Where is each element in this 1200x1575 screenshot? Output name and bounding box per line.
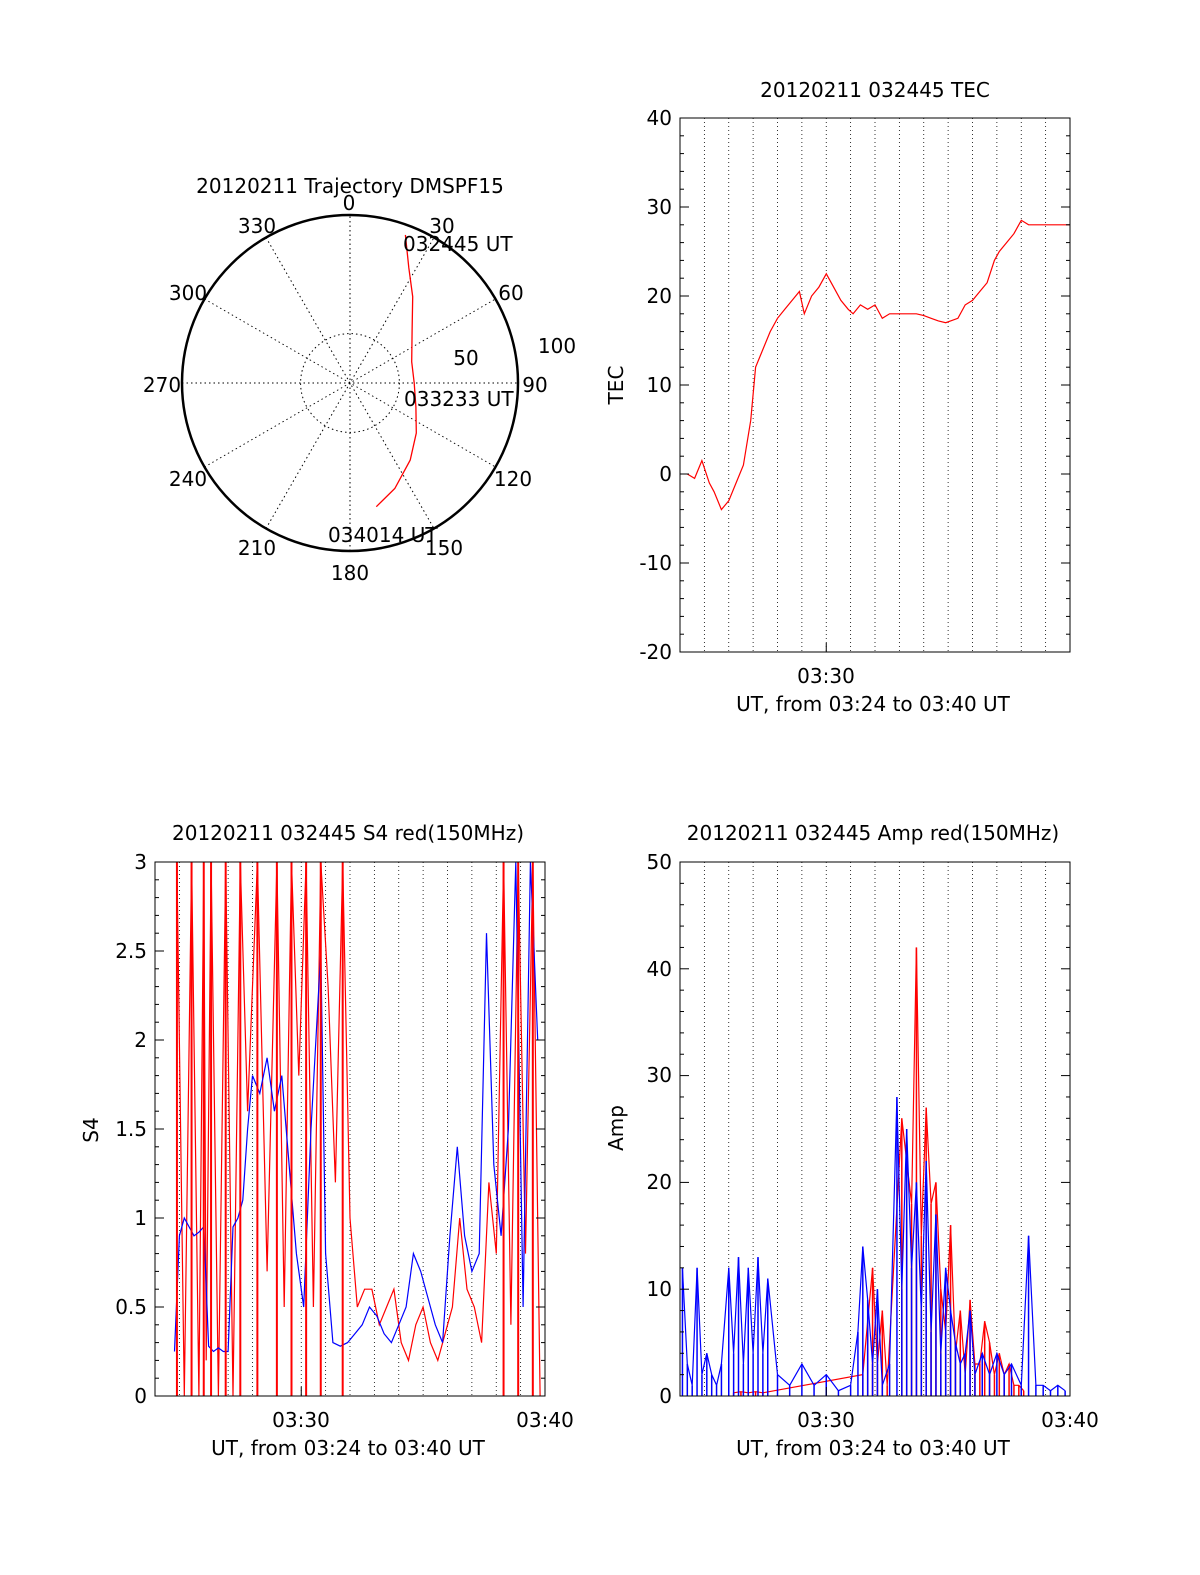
polar-trajectory-chart: 20120211 Trajectory DMSPF15 0 30 60 90 1… <box>143 174 576 585</box>
y-tick-label: 40 <box>647 957 672 981</box>
y-tick-label: 2.5 <box>115 939 147 963</box>
s4-y-axis-label: S4 <box>79 1117 103 1142</box>
tec-y-tick-labels: -20 -10 0 10 20 30 40 <box>639 106 672 664</box>
y-tick-label: 40 <box>647 106 672 130</box>
x-tick-label: 03:30 <box>797 1408 855 1432</box>
x-tick-label: 03:40 <box>516 1408 574 1432</box>
y-tick-label: 20 <box>647 284 672 308</box>
tec-chart: 20120211 032445 TEC -20 -10 0 10 20 30 4… <box>604 78 1071 716</box>
y-tick-label: 30 <box>647 195 672 219</box>
y-tick-label: 0 <box>134 1384 147 1408</box>
amp-grid <box>703 862 1047 1396</box>
amp-series <box>681 947 1066 1396</box>
tec-x-axis-label: UT, from 03:24 to 03:40 UT <box>736 692 1011 716</box>
series-line-blue <box>681 1096 1066 1392</box>
s4-chart: 20120211 032445 S4 red(150MHz) 0 0.5 1 1… <box>79 821 574 1460</box>
s4-series <box>173 861 541 1397</box>
tec-axis-ticks <box>680 117 1071 653</box>
s4-grid <box>178 862 522 1396</box>
s4-chart-title: 20120211 032445 S4 red(150MHz) <box>172 821 524 845</box>
tec-chart-title: 20120211 032445 TEC <box>760 78 990 102</box>
y-tick-label: -20 <box>639 640 672 664</box>
y-tick-label: 20 <box>647 1170 672 1194</box>
azimuth-label-0: 0 <box>343 191 356 215</box>
series-line-blue <box>173 861 539 1353</box>
tec-grid <box>703 118 1047 652</box>
s4-axis-ticks <box>155 861 546 1397</box>
x-tick-label: 03:30 <box>797 664 855 688</box>
amp-x-axis-label: UT, from 03:24 to 03:40 UT <box>736 1436 1011 1460</box>
radial-label-100: 100 <box>538 334 576 358</box>
amp-axis-ticks <box>680 861 1071 1397</box>
azimuth-label-270: 270 <box>143 373 181 397</box>
tec-y-axis-label: TEC <box>604 366 628 406</box>
y-tick-label: 3 <box>134 850 147 874</box>
y-tick-label: 0.5 <box>115 1295 147 1319</box>
azimuth-label-90: 90 <box>522 373 547 397</box>
y-tick-label: 2 <box>134 1028 147 1052</box>
polar-azimuth-labels: 0 30 60 90 120 150 180 210 240 270 300 3… <box>143 191 576 585</box>
time-label-mid: 033233 UT <box>404 387 514 411</box>
s4-y-tick-labels: 0 0.5 1 1.5 2 2.5 3 <box>115 850 147 1408</box>
azimuth-label-240: 240 <box>169 467 207 491</box>
polar-chart-title: 20120211 Trajectory DMSPF15 <box>196 174 504 198</box>
azimuth-label-330: 330 <box>238 214 276 238</box>
amp-y-tick-labels: 0 10 20 30 40 50 <box>647 850 672 1408</box>
y-tick-label: 0 <box>659 1384 672 1408</box>
azimuth-label-300: 300 <box>169 281 207 305</box>
azimuth-label-150: 150 <box>425 536 463 560</box>
y-tick-label: 50 <box>647 850 672 874</box>
spoke-line <box>265 237 435 529</box>
polar-outer-circle <box>180 213 520 553</box>
y-tick-label: -10 <box>639 551 672 575</box>
azimuth-label-120: 120 <box>494 467 532 491</box>
azimuth-label-180: 180 <box>331 561 369 585</box>
series-line-red <box>176 861 541 1397</box>
y-tick-label: 10 <box>647 373 672 397</box>
radial-label-50: 50 <box>453 346 478 370</box>
amp-chart-title: 20120211 032445 Amp red(150MHz) <box>687 821 1059 845</box>
amp-plot-frame <box>679 861 1071 1397</box>
amp-chart: 20120211 032445 Amp red(150MHz) 0 10 20 … <box>604 821 1099 1460</box>
x-tick-label: 03:40 <box>1041 1408 1099 1432</box>
polar-grid <box>182 215 518 551</box>
y-tick-label: 1 <box>134 1206 147 1230</box>
y-tick-label: 30 <box>647 1063 672 1087</box>
y-tick-label: 10 <box>647 1277 672 1301</box>
time-label-end: 034014 UT <box>328 523 438 547</box>
time-label-start: 032445 UT <box>403 232 513 256</box>
series-line-red <box>686 219 1070 511</box>
s4-x-axis-label: UT, from 03:24 to 03:40 UT <box>211 1436 486 1460</box>
azimuth-label-30: 30 <box>429 214 454 238</box>
tec-series <box>686 219 1070 511</box>
y-tick-label: 0 <box>659 462 672 486</box>
trajectory-line <box>375 234 417 508</box>
amp-y-axis-label: Amp <box>604 1105 628 1151</box>
azimuth-label-210: 210 <box>238 536 276 560</box>
x-tick-label: 03:30 <box>272 1408 330 1432</box>
azimuth-label-60: 60 <box>498 281 523 305</box>
y-tick-label: 1.5 <box>115 1117 147 1141</box>
